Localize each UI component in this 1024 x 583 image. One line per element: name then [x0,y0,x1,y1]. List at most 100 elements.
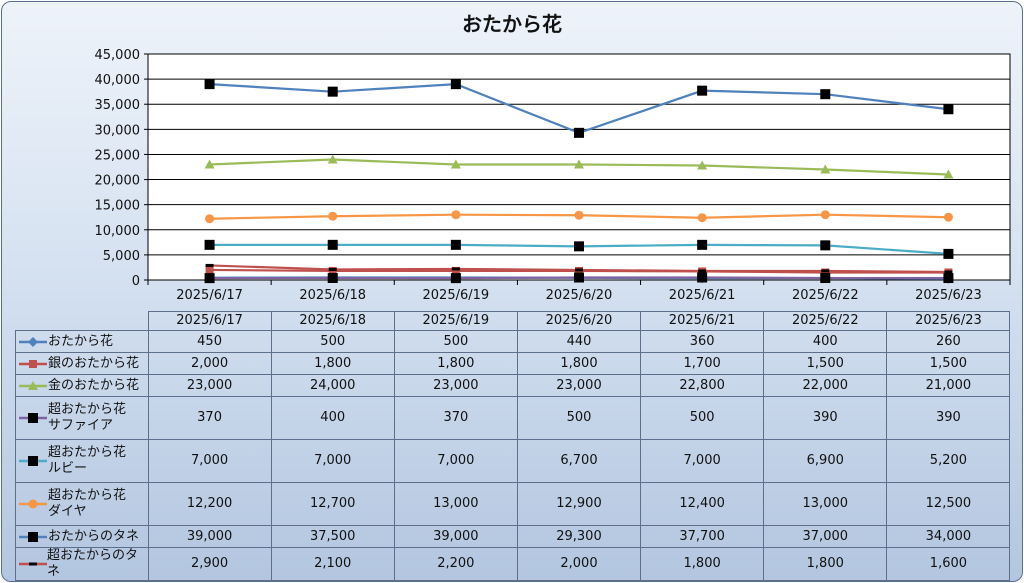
data-point [820,164,831,174]
table-cell: 1,600 [886,547,1011,581]
table-row: おたから花 450 500 500 440 360 400 260 [15,330,1011,353]
table-cell: 37,700 [640,525,765,548]
table-cell: 1,500 [886,352,1011,375]
data-point [450,79,461,90]
table-cell: 29,300 [516,525,642,548]
data-point [943,169,954,179]
table-cell: 390 [886,396,1011,440]
data-point [574,127,584,138]
table-cell: 1,800 [270,352,395,375]
series-name: 超おたから花 ルビー [48,445,127,476]
data-point [205,263,214,267]
table-cell: 2,000 [516,547,642,581]
series-name: 超おたから花 ダイヤ [48,488,127,519]
data-point [328,266,337,275]
data-point [451,267,460,271]
data-table: 2025/6/17 2025/6/18 2025/6/19 2025/6/20 2025… [15,311,1011,581]
legend-key-icon [19,359,47,368]
data-point [205,265,214,274]
table-cell: 21,000 [886,374,1011,397]
data-point [574,241,584,252]
series-name: おたからのタネ [48,528,140,544]
series-3 [204,154,954,179]
chart-title: おたから花 [462,12,562,36]
legend-entry: おたからのタネ [15,525,149,548]
data-point [451,266,460,275]
table-cell: 7,000 [393,439,518,483]
table-cell: 34,000 [886,525,1011,548]
table-cell: 2,000 [147,352,272,375]
data-point [204,239,215,250]
table-cell: 12,700 [270,482,395,526]
x-tick-label: 2025/6/17 [176,288,243,303]
table-cell: 260 [886,330,1011,353]
data-point [451,210,461,220]
table-cell: 1,800 [516,352,642,375]
data-point [204,273,215,284]
x-tick-label: 2025/6/18 [299,288,366,303]
table-cell: 1,800 [763,547,888,581]
x-tick-label: 2025/6/23 [915,288,982,303]
data-point [574,272,584,283]
table-cell: 360 [640,330,765,353]
table-corner [15,311,149,331]
data-point [820,273,831,284]
data-point [943,248,954,259]
table-column-header: 2025/6/21 [640,311,765,331]
data-point [943,212,953,222]
table-cell: 37,500 [270,525,395,548]
data-point [450,239,461,250]
series-8 [205,263,953,274]
table-column-header: 2025/6/20 [516,311,642,331]
table-row: 超おたから花 サファイア 370 400 370 500 500 390 390 [15,396,1011,440]
table-cell: 500 [640,396,765,440]
data-point [327,154,338,164]
data-point [327,86,338,97]
table-cell: 12,500 [886,482,1011,526]
legend-key-icon [19,562,47,566]
y-tick-label: 35,000 [95,98,141,113]
table-cell: 23,000 [147,374,272,397]
data-point [697,85,708,96]
data-point [820,210,830,220]
data-point [574,159,584,169]
series-name: おたから花 [48,333,114,349]
legend-key-marker [28,413,38,423]
data-point [697,239,708,250]
legend-entry: 金のおたから花 [15,374,149,397]
series-7 [204,79,954,138]
table-cell: 2,100 [270,547,395,581]
legend-key-icon [19,336,47,347]
table-cell: 23,000 [393,374,518,397]
data-point [944,270,953,274]
legend-key-marker [28,499,38,509]
data-point [204,79,215,90]
table-row: 超おたから花 ダイヤ 12,200 12,700 13,000 12,900 12,400… [15,482,1011,526]
data-point [697,160,708,170]
table-cell: 13,000 [763,482,888,526]
y-tick-label: 10,000 [95,224,141,239]
legend-key-marker [28,531,38,542]
table-cell: 7,000 [270,439,395,483]
legend-entry: 銀のおたから花 [15,352,149,375]
table-cell: 7,000 [640,439,765,483]
table-cell: 6,700 [516,439,642,483]
table-cell: 7,000 [147,439,272,483]
legend-key-icon [19,531,47,542]
legend-key-icon [19,456,47,466]
y-tick-label: 25,000 [95,148,141,163]
table-row: 銀のおたから花 2,000 1,800 1,800 1,800 1,700 1,500 1,5… [15,352,1011,375]
table-cell: 22,800 [640,374,765,397]
data-point [450,159,461,169]
legend-key-marker [29,359,37,368]
table-row: おたからのタネ 39,000 37,500 39,000 29,300 37,700 37,… [15,525,1011,548]
table-cell: 12,200 [147,482,272,526]
table-column-header: 2025/6/23 [886,311,1011,331]
legend-key-marker [28,336,38,347]
y-tick-label: 30,000 [95,123,141,138]
table-cell: 39,000 [147,525,272,548]
table-cell: 370 [393,396,518,440]
data-point [575,268,583,272]
table-cell: 23,000 [516,374,642,397]
table-cell: 500 [393,330,518,353]
